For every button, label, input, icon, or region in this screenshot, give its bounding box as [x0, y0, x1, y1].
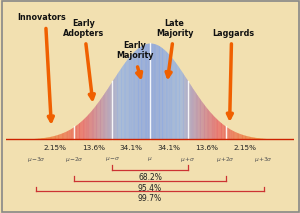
Text: 13.6%: 13.6%: [82, 145, 105, 151]
Text: 2.15%: 2.15%: [44, 145, 67, 151]
Text: Early
Majority: Early Majority: [116, 41, 154, 60]
Text: 99.7%: 99.7%: [138, 194, 162, 203]
Text: 34.1%: 34.1%: [120, 145, 142, 151]
Text: Laggards: Laggards: [212, 29, 254, 38]
Text: 13.6%: 13.6%: [195, 145, 218, 151]
Text: $\mu\!-\!\sigma$: $\mu\!-\!\sigma$: [105, 155, 120, 163]
Text: 68.2%: 68.2%: [138, 173, 162, 182]
Text: 34.1%: 34.1%: [158, 145, 180, 151]
Text: $\mu$: $\mu$: [147, 155, 153, 163]
Text: $\mu\!+\!2\sigma$: $\mu\!+\!2\sigma$: [216, 155, 235, 164]
Text: Early
Adopters: Early Adopters: [63, 19, 104, 38]
Text: Innovators: Innovators: [18, 13, 66, 22]
Text: 95.4%: 95.4%: [138, 184, 162, 193]
Text: $\mu\!+\!3\sigma$: $\mu\!+\!3\sigma$: [254, 155, 273, 164]
Text: $\mu\!-\!2\sigma$: $\mu\!-\!2\sigma$: [65, 155, 84, 164]
Text: $\mu\!+\!\sigma$: $\mu\!+\!\sigma$: [180, 155, 195, 164]
Text: 2.15%: 2.15%: [233, 145, 256, 151]
Text: Late
Majority: Late Majority: [156, 19, 194, 38]
Text: $\mu\!-\!3\sigma$: $\mu\!-\!3\sigma$: [27, 155, 46, 164]
